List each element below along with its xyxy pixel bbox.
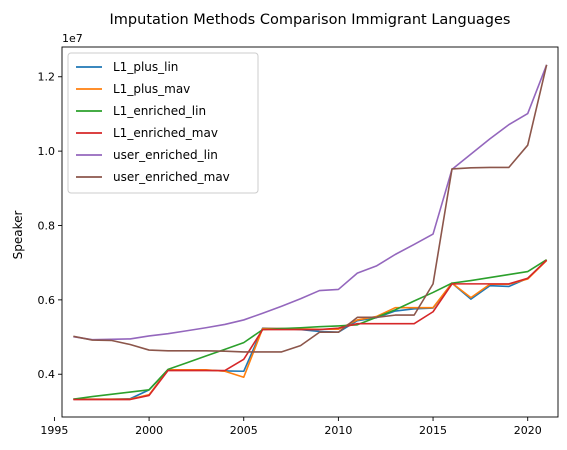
y-tick-label: 0.8 [38,219,56,232]
series-line-L1_enriched_mav [73,259,548,401]
series-line-user_enriched_mav [73,64,548,353]
series-layer [73,64,548,401]
x-tick-label: 2010 [324,424,352,437]
y-tick-label: 0.6 [38,294,56,307]
legend-label: user_enriched_mav [113,170,230,184]
legend-label: user_enriched_lin [113,148,218,162]
y-tick-label: 1.2 [38,71,56,84]
x-tick-label: 2020 [514,424,542,437]
x-tick-label: 1995 [40,424,68,437]
y-tick-label: 0.4 [38,368,56,381]
x-tick-label: 2005 [230,424,258,437]
legend-label: L1_enriched_mav [113,126,218,140]
legend-label: L1_plus_mav [113,82,190,96]
x-tick-label: 2000 [135,424,163,437]
y-offset-label: 1e7 [62,32,83,45]
legend-label: L1_enriched_lin [113,104,206,118]
chart-title: Imputation Methods Comparison Immigrant … [110,12,511,28]
plot-frame [61,46,559,418]
series-line-L1_enriched_lin [73,259,548,400]
legend: L1_plus_lin L1_plus_mav L1_enriched_lin L1_… [67,52,259,194]
x-axis: 1995 2000 2005 2010 2015 2020 [40,417,542,437]
legend-label: L1_plus_lin [113,60,178,74]
y-axis: 0.4 0.6 0.8 1.0 1.2 [38,71,62,381]
y-tick-label: 1.0 [38,145,56,158]
legend-box [67,52,259,194]
x-tick-label: 2015 [419,424,447,437]
series-line-user_enriched_lin [73,64,548,341]
y-axis-title: Speaker [11,211,25,260]
